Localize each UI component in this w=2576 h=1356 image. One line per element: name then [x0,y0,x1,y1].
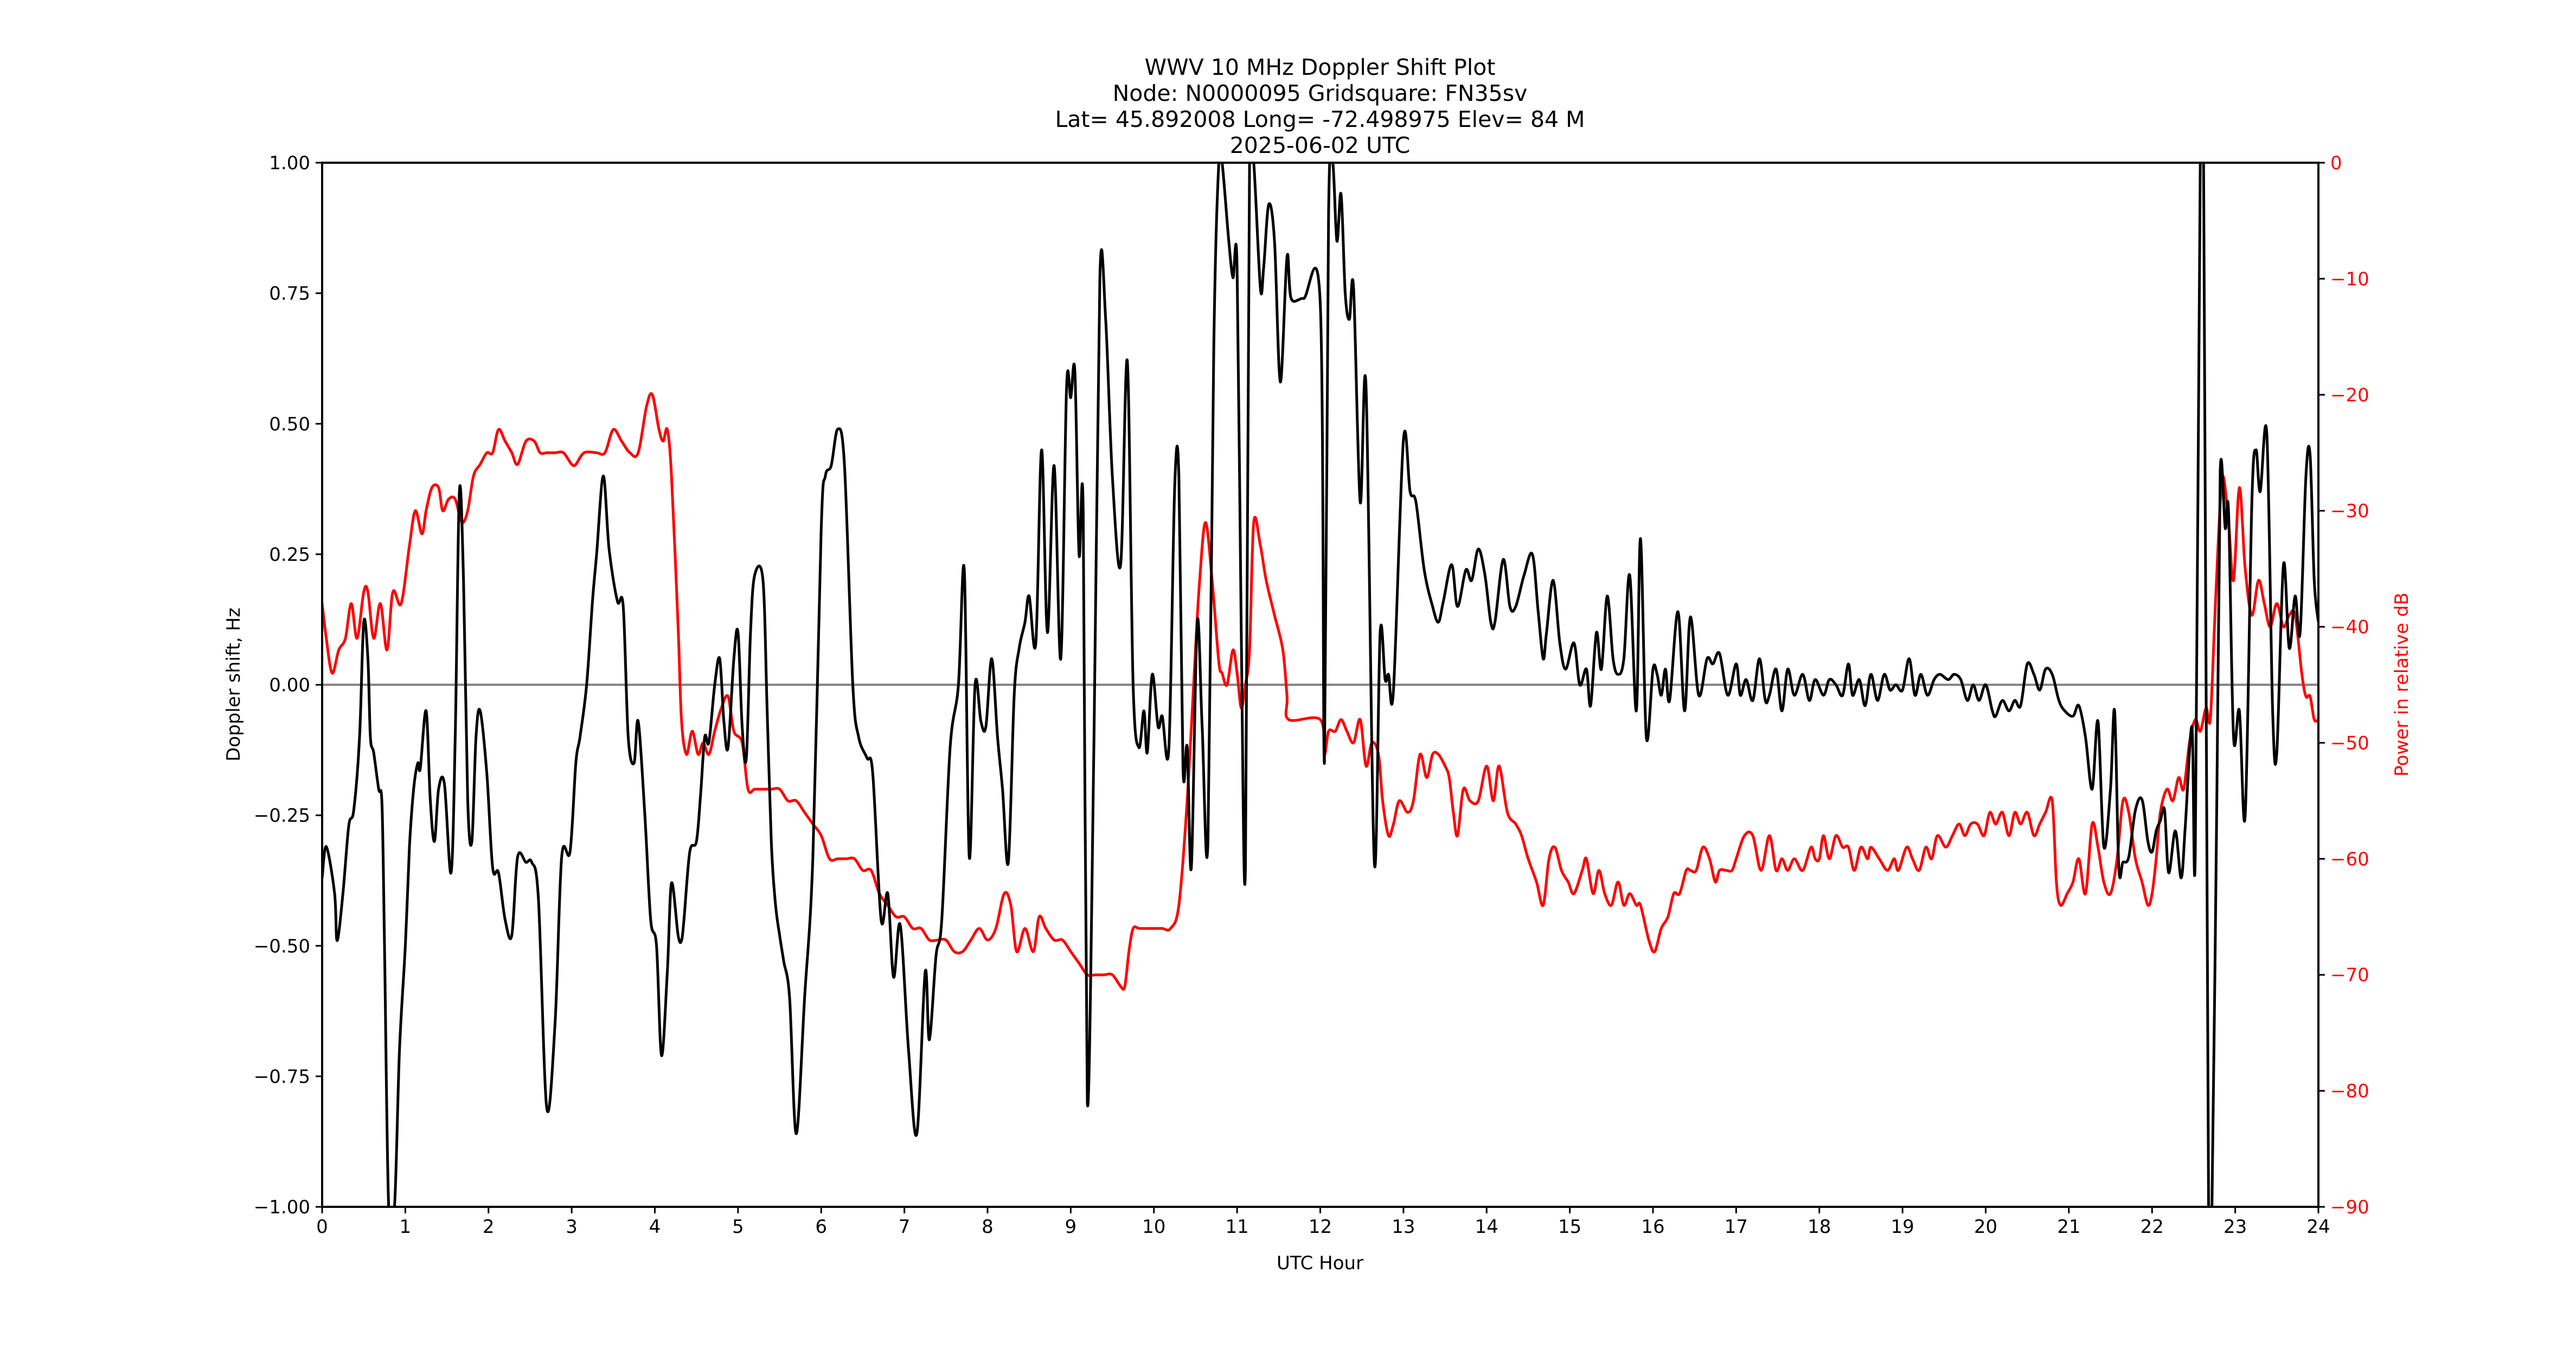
x-tick-label: 3 [566,1216,578,1238]
x-tick-label: 7 [899,1216,911,1238]
doppler-series-line [322,163,2318,1207]
left-y-axis-label: Doppler shift, Hz [223,607,245,762]
chart-title-block: WWV 10 MHz Doppler Shift Plot Node: N000… [1055,54,1585,158]
x-tick-label: 10 [1142,1216,1165,1238]
left-y-tick-label: −0.50 [254,936,310,957]
x-tick-label: 16 [1641,1216,1664,1238]
x-tick-label: 24 [2306,1216,2330,1238]
x-tick-label: 19 [1891,1216,1914,1238]
plot-area [322,163,2318,1207]
x-tick-label: 12 [1309,1216,1332,1238]
x-tick-label: 18 [1808,1216,1831,1238]
x-tick-label: 23 [2223,1216,2247,1238]
chart-subtitle-date: 2025-06-02 UTC [1230,132,1411,158]
right-y-axis-ticks: 0 −10 −20 −30 −40 −50 −60 −70 −80 −90 [2318,152,2369,1218]
left-y-tick-label: 0.75 [269,283,310,305]
x-axis-ticks: 0 1 2 3 4 5 6 7 8 9 10 11 12 13 14 15 16 17 18 19 20 21 22 23 24 [316,1207,2330,1238]
x-tick-label: 8 [982,1216,994,1238]
right-y-axis-label: Power in relative dB [2391,592,2413,776]
chart-subtitle-location: Lat= 45.892008 Long= -72.498975 Elev= 84… [1055,106,1585,132]
right-y-tick-label: −80 [2330,1080,2369,1102]
x-tick-label: 5 [732,1216,744,1238]
left-y-tick-label: 1.00 [269,152,310,174]
chart-title: WWV 10 MHz Doppler Shift Plot [1145,54,1496,80]
left-y-tick-label: −0.75 [254,1066,310,1088]
left-y-axis-ticks: 1.00 0.75 0.50 0.25 0.00 −0.25 −0.50 −0.75 −1.00 [254,152,322,1218]
x-tick-label: 1 [400,1216,412,1238]
x-axis-label: UTC Hour [1277,1252,1363,1274]
right-y-tick-label: −90 [2330,1197,2369,1218]
left-y-tick-label: 0.00 [269,675,310,696]
right-y-tick-label: −30 [2330,501,2369,522]
right-y-tick-label: −20 [2330,385,2369,406]
x-tick-label: 11 [1225,1216,1248,1238]
power-series-line [322,392,2318,991]
x-tick-label: 13 [1392,1216,1415,1238]
x-tick-label: 22 [2141,1216,2164,1238]
right-y-tick-label: −10 [2330,268,2369,290]
x-tick-label: 21 [2057,1216,2080,1238]
x-tick-label: 14 [1475,1216,1498,1238]
left-y-tick-label: −0.25 [254,805,310,827]
right-y-tick-label: −70 [2330,964,2369,986]
x-tick-label: 2 [483,1216,495,1238]
x-tick-label: 20 [1974,1216,1997,1238]
x-tick-label: 9 [1065,1216,1077,1238]
right-y-tick-label: −60 [2330,848,2369,870]
x-tick-label: 6 [815,1216,827,1238]
left-y-tick-label: 0.25 [269,544,310,566]
left-y-tick-label: 0.50 [269,413,310,435]
x-tick-label: 15 [1558,1216,1581,1238]
x-tick-label: 0 [316,1216,328,1238]
chart-subtitle-node: Node: N0000095 Gridsquare: FN35sv [1113,80,1528,106]
right-y-tick-label: −40 [2330,617,2369,638]
left-y-tick-label: −1.00 [254,1197,310,1218]
right-y-tick-label: 0 [2330,152,2342,174]
right-y-tick-label: −50 [2330,732,2369,754]
x-tick-label: 4 [649,1216,661,1238]
x-tick-label: 17 [1725,1216,1748,1238]
